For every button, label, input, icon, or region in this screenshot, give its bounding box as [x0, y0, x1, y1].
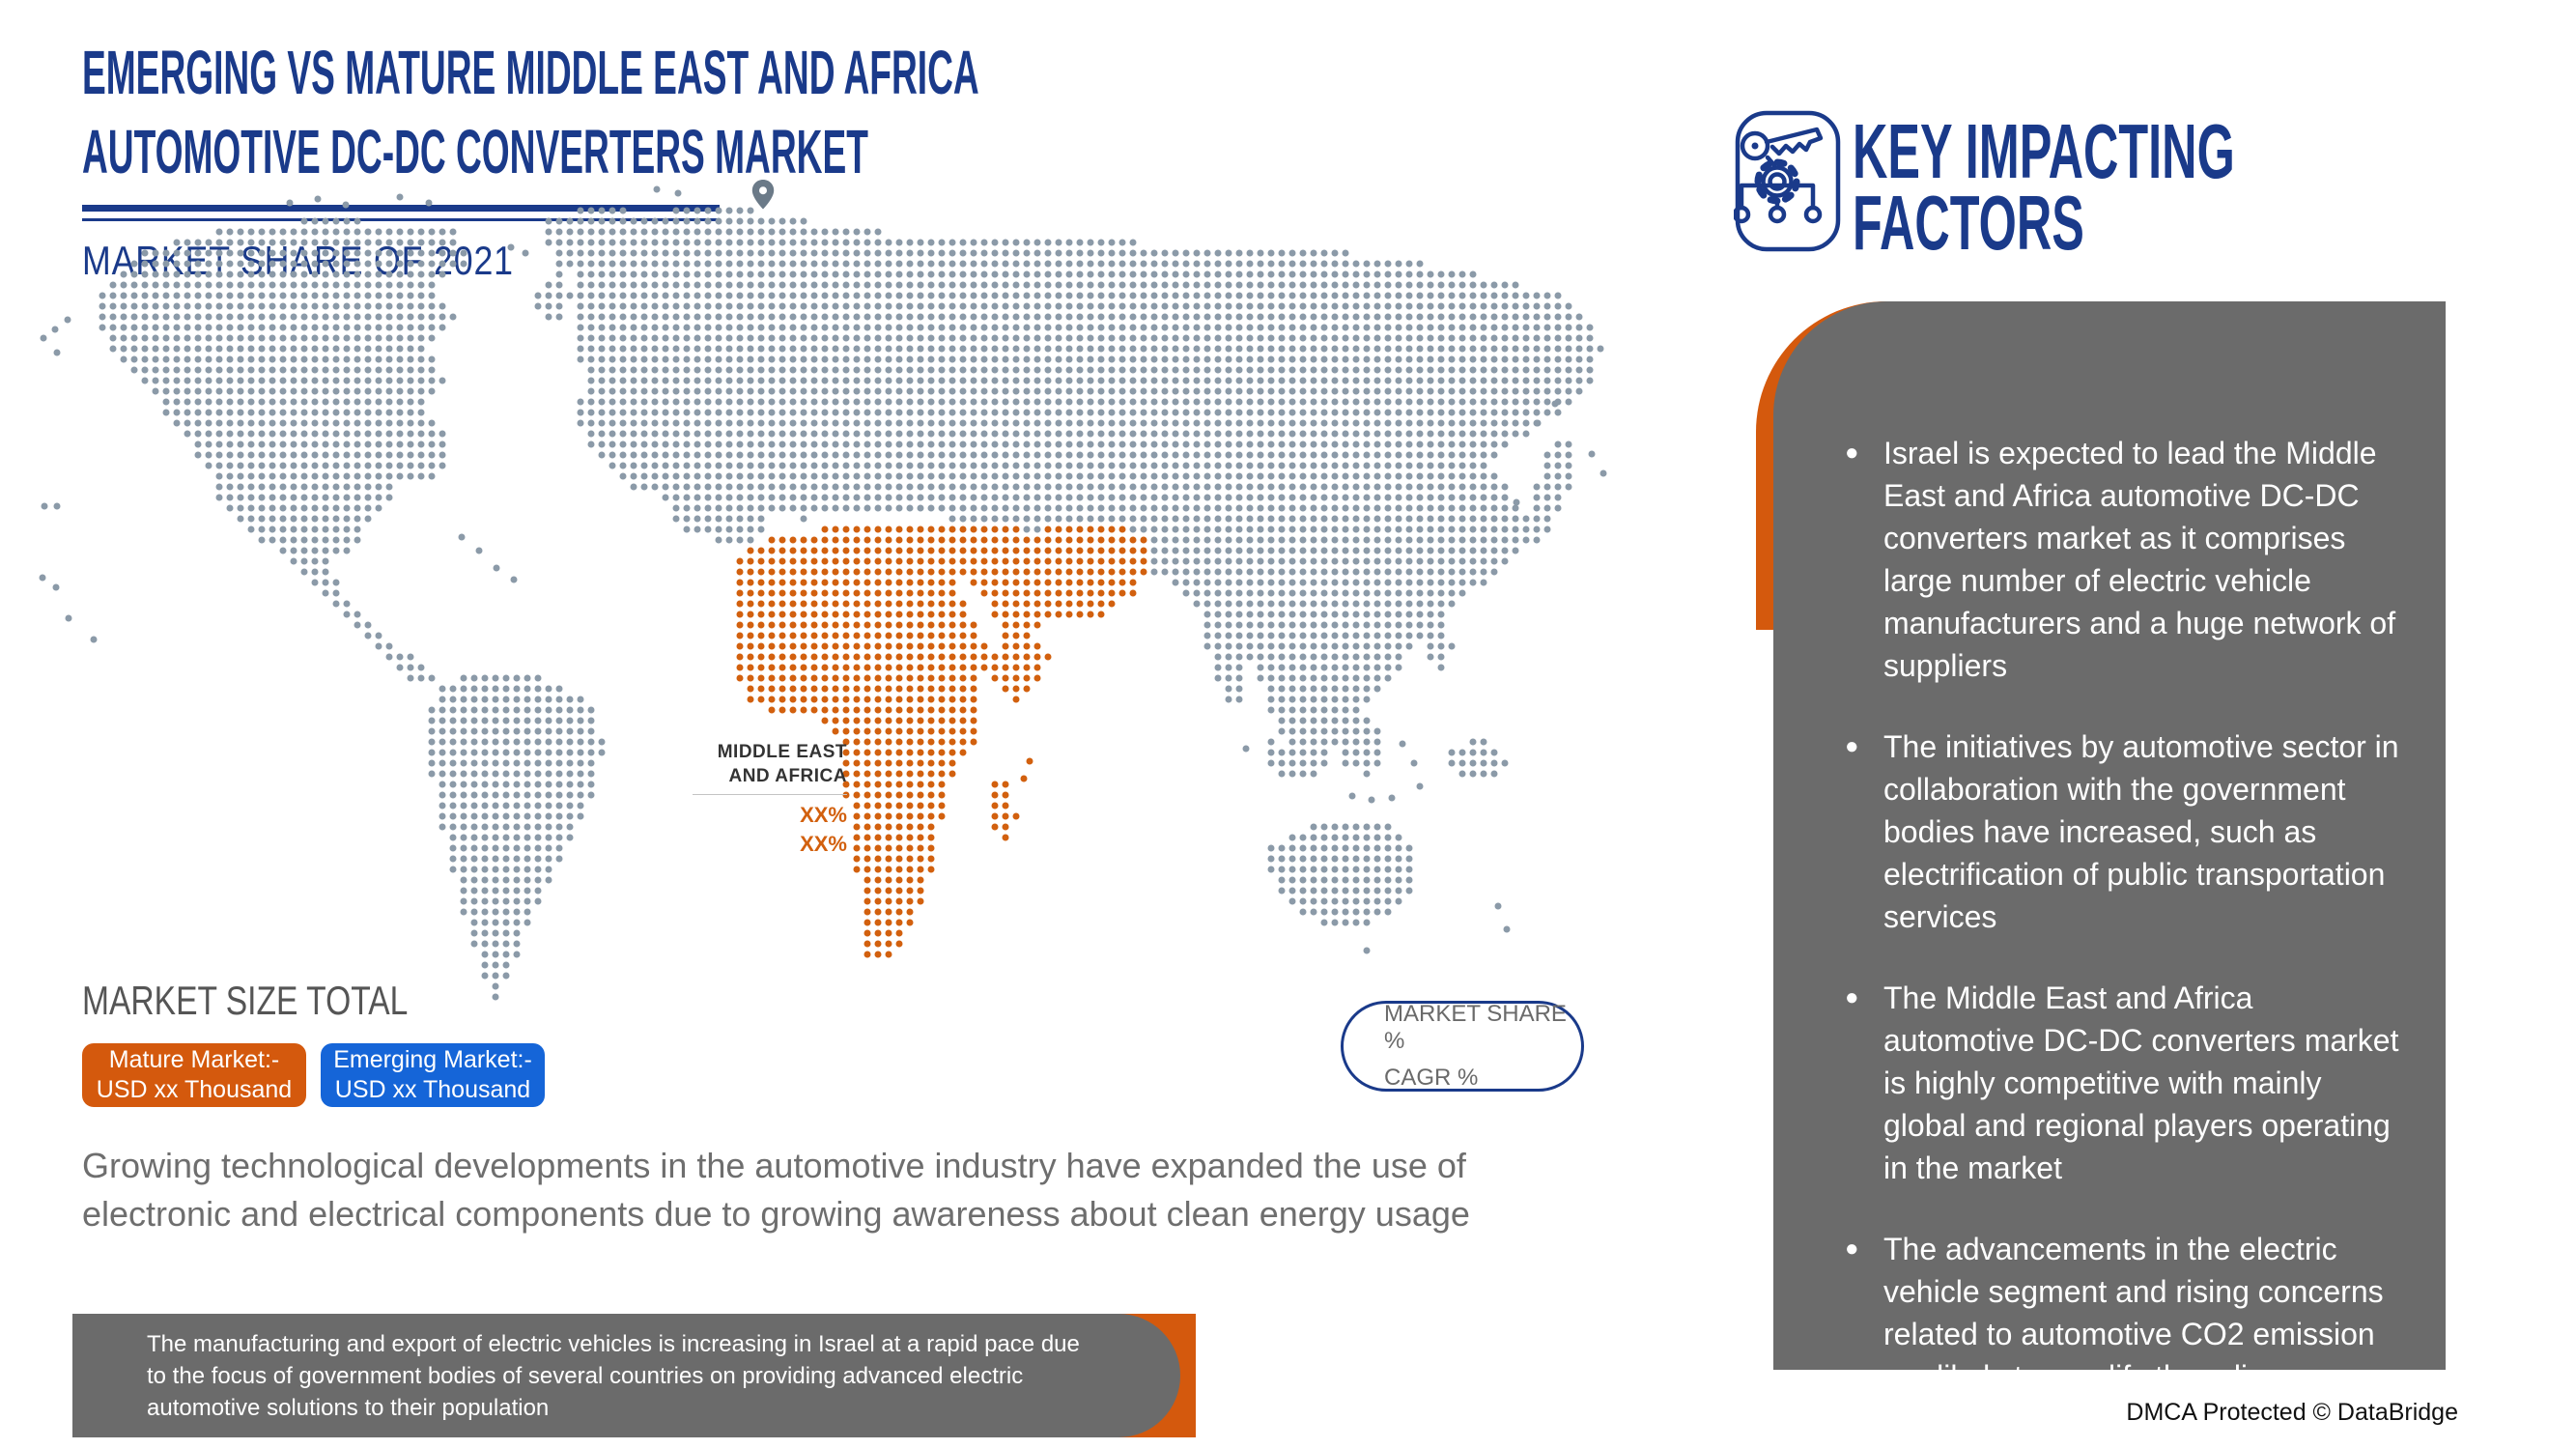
icon-frame	[1735, 110, 1841, 252]
region-label-line-1: MIDDLE EAST	[717, 742, 847, 762]
title-underline	[82, 205, 720, 221]
title-line-2: AUTOMOTIVE DC-DC CONVERTERS MARKET	[82, 117, 868, 186]
market-size-total-label: MARKET SIZE TOTAL	[82, 978, 409, 1023]
key-impacting-icon	[1734, 110, 1841, 252]
mea-market-share-value: XX%	[800, 803, 847, 827]
key-factor-item: ● The initiatives by automotive sector i…	[1841, 725, 2407, 938]
bullet-icon: ●	[1845, 984, 1859, 1010]
key-factors-list: ● Israel is expected to lead the Middle …	[1841, 432, 2407, 1440]
bullet-icon: ●	[1845, 1236, 1859, 1262]
bullet-icon: ●	[1845, 440, 1859, 466]
market-description-text: Growing technological developments in th…	[82, 1146, 1470, 1234]
mea-cagr-value: XX%	[800, 832, 847, 856]
title-line-1: EMERGING VS MATURE MIDDLE EAST AND AFRIC…	[82, 38, 979, 107]
mature-market-line-2: USD xx Thousand	[96, 1076, 293, 1103]
dmca-notice: DMCA Protected © DataBridge	[2126, 1399, 2458, 1426]
key-factor-text: The Middle East and Africa automotive DC…	[1883, 980, 2399, 1185]
kf-heading-line-1: KEY IMPACTING	[1853, 108, 2235, 194]
kf-heading-line-2: FACTORS	[1853, 180, 2084, 266]
key-icon	[1740, 127, 1824, 161]
region-label-divider	[693, 794, 847, 795]
israel-callout: The manufacturing and export of electric…	[72, 1314, 1180, 1437]
key-factor-item: ● The Middle East and Africa automotive …	[1841, 977, 2407, 1189]
market-share-cagr-badge: MARKET SHARE % CAGR %	[1341, 1001, 1584, 1092]
location-pin-icon	[751, 180, 775, 210]
mature-market-line-1: Mature Market:-	[108, 1046, 280, 1073]
key-factor-text: Israel is expected to lead the Middle Ea…	[1883, 436, 2396, 683]
key-factor-text: The advancements in the electric vehicle…	[1883, 1232, 2384, 1436]
region-label-mea: MIDDLE EAST AND AFRICA XX% XX%	[664, 740, 847, 859]
badge-market-share-label: MARKET SHARE %	[1384, 1001, 1567, 1054]
world-dot-map	[39, 180, 1607, 1001]
mature-market-chip[interactable]: Mature Market:- USD xx Thousand	[82, 1043, 306, 1107]
hierarchy-icon	[1734, 183, 1823, 224]
key-factor-text: The initiatives by automotive sector in …	[1883, 729, 2399, 934]
gear-icon	[1754, 155, 1800, 205]
bullet-icon: ●	[1845, 733, 1859, 759]
emerging-market-line-2: USD xx Thousand	[334, 1076, 531, 1103]
badge-cagr-label: CAGR %	[1384, 1065, 1479, 1091]
emerging-market-line-1: Emerging Market:-	[333, 1046, 532, 1073]
region-label-line-2: AND AFRICA	[728, 766, 847, 786]
key-factor-item: ● Israel is expected to lead the Middle …	[1841, 432, 2407, 687]
page-title: EMERGING VS MATURE MIDDLE EAST AND AFRIC…	[82, 33, 979, 191]
key-factor-item: ● The advancements in the electric vehic…	[1841, 1228, 2407, 1440]
key-impacting-heading: KEY IMPACTING FACTORS	[1853, 108, 2235, 266]
key-factors-panel: ● Israel is expected to lead the Middle …	[1773, 301, 2446, 1436]
emerging-market-chip[interactable]: Emerging Market:- USD xx Thousand	[321, 1043, 545, 1107]
